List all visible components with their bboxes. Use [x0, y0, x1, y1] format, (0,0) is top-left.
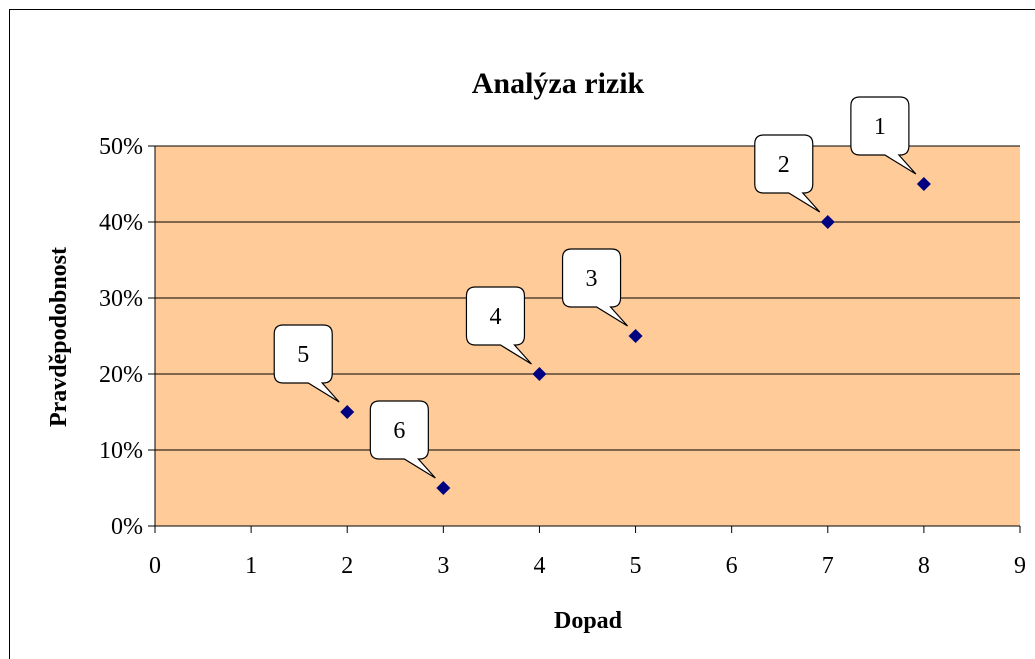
callout-bubble — [273, 324, 340, 403]
callout-bubble — [369, 400, 436, 479]
data-point-marker — [916, 177, 931, 191]
callout-bubble — [561, 248, 629, 327]
x-tick-label: 6 — [726, 553, 738, 579]
data-label: 6 — [393, 418, 405, 444]
chart-title: Analýza rizik — [472, 67, 645, 100]
callout-bubble — [465, 286, 532, 365]
data-callout: 4 — [465, 286, 532, 365]
data-label: 5 — [297, 342, 309, 368]
data-label: 1 — [874, 114, 886, 140]
data-callout: 1 — [850, 96, 917, 175]
data-point-marker — [820, 215, 835, 229]
x-tick-label: 7 — [822, 553, 834, 579]
data-label: 4 — [489, 304, 501, 330]
data-point-marker — [436, 481, 451, 495]
y-tick-label: 10% — [99, 438, 143, 464]
x-axis-title: Dopad — [554, 608, 623, 634]
y-axis-ticks: 0% 10% 20% 30% 40% 50% — [99, 134, 155, 540]
data-label: 3 — [586, 266, 598, 292]
callout-bubble — [754, 134, 821, 213]
data-point-marker — [628, 329, 643, 343]
data-callout: 2 — [754, 134, 821, 213]
y-tick-label: 40% — [99, 210, 143, 236]
x-tick-label: 9 — [1014, 553, 1026, 579]
data-point-marker — [532, 367, 547, 381]
y-axis-title: Pravděpodobnost — [46, 247, 72, 427]
data-points — [340, 177, 931, 495]
y-tick-label: 0% — [111, 514, 143, 540]
x-tick-label: 3 — [437, 553, 449, 579]
y-tick-label: 20% — [99, 362, 143, 388]
axes — [154, 146, 1020, 527]
data-callouts: 1 2 3 4 5 6 — [273, 96, 917, 479]
y-tick-label: 30% — [99, 286, 143, 312]
data-callout: 6 — [369, 400, 436, 479]
x-tick-label: 0 — [149, 553, 161, 579]
callout-bubble — [850, 96, 917, 175]
x-tick-label: 2 — [341, 553, 353, 579]
data-callout: 5 — [273, 324, 340, 403]
data-callout: 3 — [561, 248, 629, 327]
data-point-marker — [340, 405, 355, 419]
x-axis-ticks: 0 1 2 3 4 5 6 7 8 9 — [149, 526, 1026, 579]
y-tick-label: 50% — [99, 134, 143, 160]
data-label: 2 — [778, 152, 790, 178]
x-tick-label: 5 — [630, 553, 642, 579]
x-tick-label: 4 — [533, 553, 545, 579]
x-tick-label: 8 — [918, 553, 930, 579]
x-tick-label: 1 — [245, 553, 257, 579]
